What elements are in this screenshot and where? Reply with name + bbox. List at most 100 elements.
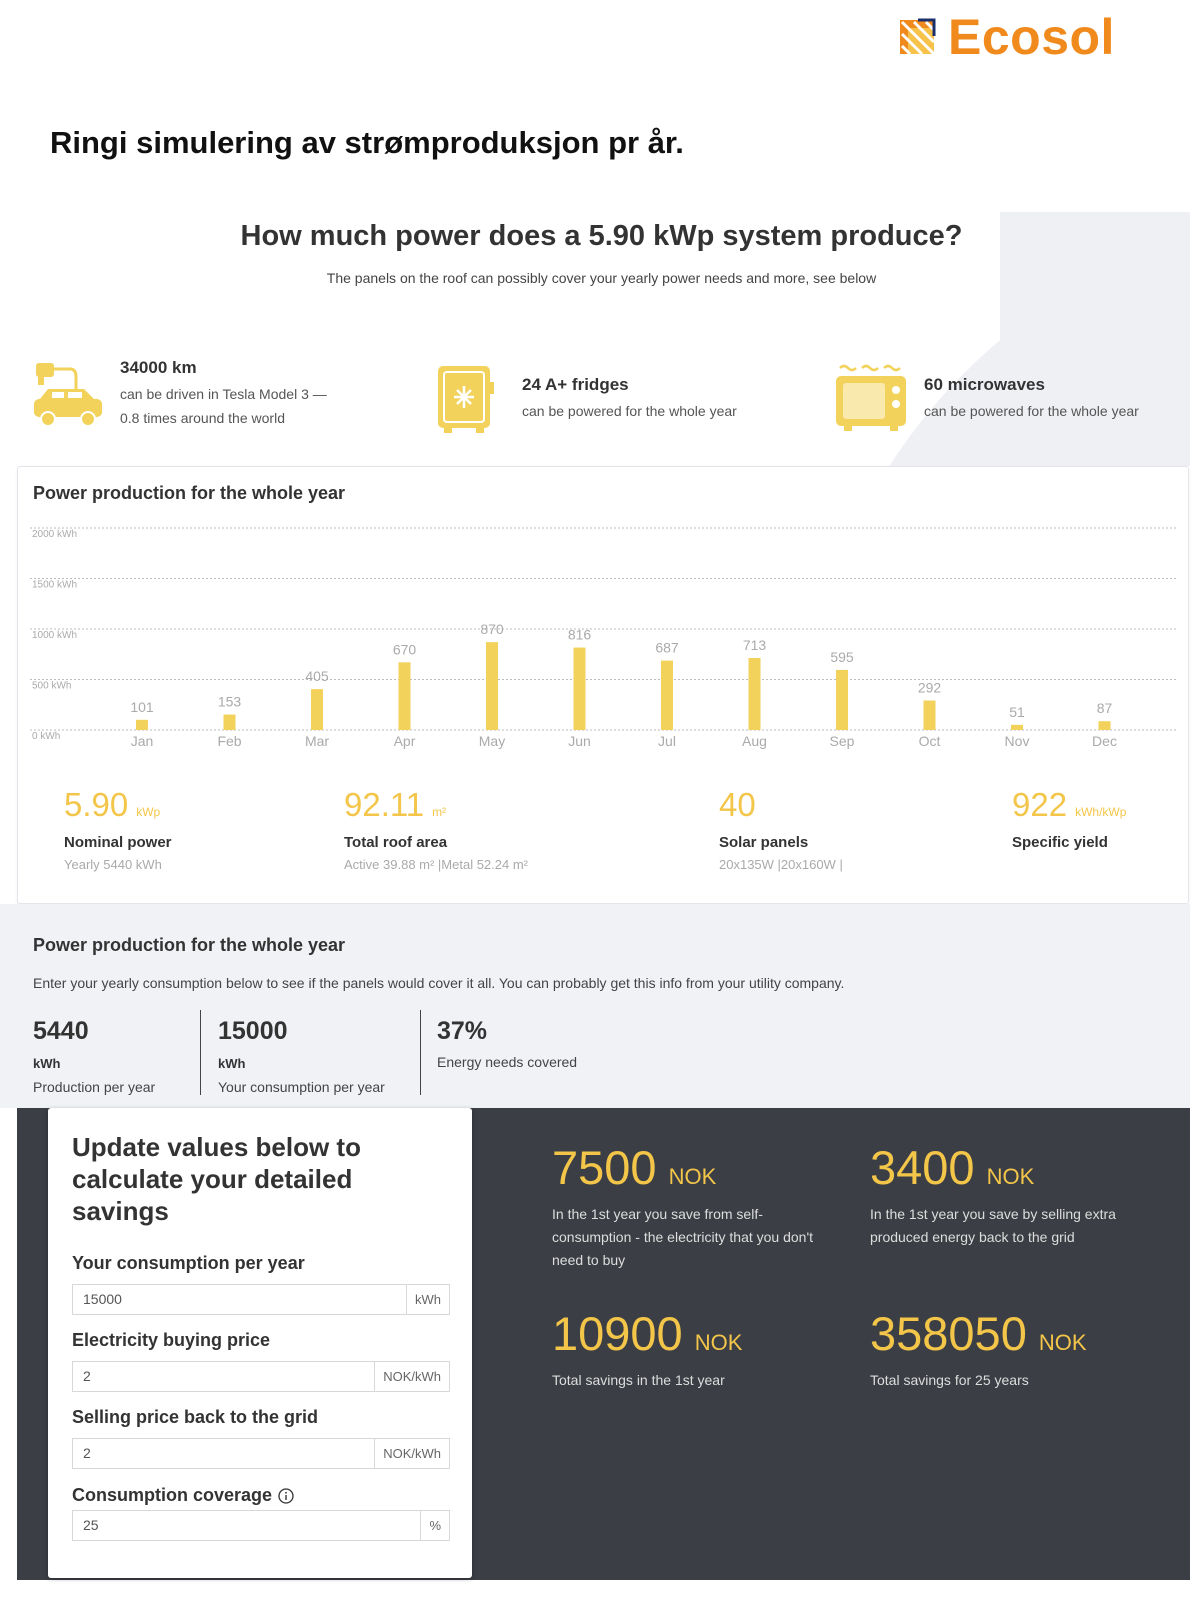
- bar: [1011, 724, 1023, 730]
- form-heading: Update values below to calculate your de…: [72, 1132, 361, 1226]
- field-group-consumption: Your consumption per year 15000 kWh: [72, 1253, 450, 1315]
- data-label: 87: [1097, 700, 1113, 716]
- data-label: 51: [1009, 704, 1025, 720]
- data-label: 595: [830, 649, 854, 665]
- x-tick-label: Sep: [830, 733, 855, 749]
- kpi-value: 40: [719, 786, 756, 823]
- bar: [836, 669, 848, 730]
- ecosol-logo-icon: [900, 18, 936, 56]
- stat-production: 5440 kWh Production per year: [33, 1017, 155, 1095]
- x-tick-label: Nov: [1005, 733, 1030, 749]
- kpi-label: Nominal power: [64, 834, 172, 851]
- kpi-unit: kWh/kWp: [1075, 805, 1127, 819]
- kpi-specific-yield: 922 kWh/kWp Specific yield: [1012, 786, 1126, 851]
- x-tick-label: Apr: [394, 733, 416, 749]
- consumption-panel: [0, 904, 1190, 1108]
- stat-value: 5440: [33, 1017, 89, 1045]
- data-label: 292: [918, 680, 942, 696]
- production-bar-chart: 2000 kWh 1500 kWh 1000 kWh 500 kWh 0 kWh 101 J…: [30, 527, 1178, 749]
- kpi-label: Total roof area: [344, 834, 448, 851]
- kpi-roof-area: 92.11 m² Total roof area Active 39.88 m² …: [344, 786, 528, 872]
- brand-name: Ecosol: [948, 9, 1115, 65]
- saving-grid-sales: 3400 NOK In the 1st year you save by sell…: [870, 1140, 1170, 1249]
- ecosol-logo: Ecosol: [898, 12, 1138, 62]
- bar: [311, 689, 323, 730]
- selling-price-input-value[interactable]: 2: [83, 1445, 91, 1461]
- fact-description: can be powered for the whole year: [924, 403, 1139, 419]
- kpi-value: 922: [1012, 786, 1068, 823]
- data-label: 816: [568, 627, 592, 643]
- data-label: 713: [743, 637, 767, 653]
- fact-fridges: 24 A+ fridges can be powered for the who…: [432, 362, 737, 436]
- x-tick-label: Mar: [305, 733, 329, 749]
- bar: [661, 660, 673, 730]
- field-label-row: Consumption coverage: [72, 1485, 450, 1506]
- kpi-sub: Active 39.88 m² |Metal 52.24 m²: [344, 857, 529, 872]
- x-tick-label: Jul: [658, 733, 676, 749]
- saving-unit: NOK: [1038, 1330, 1087, 1355]
- production-card: [17, 466, 1189, 904]
- microwave-icon: [836, 364, 906, 431]
- divider: [200, 1010, 201, 1095]
- field-label: Your consumption per year: [72, 1253, 305, 1273]
- kpi-sub: 20x135W |20x160W |: [719, 857, 843, 872]
- field-label: Selling price back to the grid: [72, 1407, 319, 1427]
- field-unit: kWh: [406, 1285, 449, 1314]
- fact-title: 60 microwaves: [924, 375, 1045, 394]
- divider: [420, 1010, 421, 1095]
- y-tick-label: 1500 kWh: [32, 580, 77, 591]
- field-unit: %: [420, 1511, 449, 1540]
- consumption-title: Power production for the whole year: [33, 935, 346, 955]
- hero-title: How much power does a 5.90 kWp system pr…: [240, 220, 963, 252]
- stat-label: Energy needs covered: [437, 1054, 578, 1070]
- y-tick-label: 500 kWh: [32, 681, 71, 692]
- saving-value: 10900: [552, 1307, 683, 1360]
- field-label: Electricity buying price: [72, 1330, 271, 1350]
- fact-microwaves: 60 microwaves can be powered for the who…: [834, 362, 1139, 436]
- x-tick-label: Feb: [217, 733, 241, 749]
- field-label: Consumption coverage: [72, 1485, 273, 1505]
- stat-value: 37%: [437, 1017, 488, 1045]
- y-tick-label: 0 kWh: [32, 731, 60, 742]
- bar: [398, 662, 411, 730]
- stat-consumption: 15000 kWh Your consumption per year: [218, 1017, 385, 1095]
- bar: [223, 714, 236, 730]
- kpi-label: Solar panels: [719, 834, 809, 851]
- kpi-solar-panels: 40 Solar panels 20x135W |20x160W |: [719, 786, 843, 872]
- saving-self-consumption: 7500 NOK In the 1st year you save from se…: [552, 1140, 822, 1272]
- x-tick-label: Dec: [1092, 733, 1117, 749]
- stat-unit: kWh: [218, 1056, 246, 1071]
- fact-description: can be driven in Tesla Model 3 —: [120, 386, 327, 402]
- kpi-unit: m²: [432, 805, 447, 819]
- data-label: 405: [305, 668, 329, 684]
- kpi-value: 5.90: [64, 786, 129, 823]
- field-unit: NOK/kWh: [374, 1362, 449, 1391]
- buying-price-input-value[interactable]: 2: [83, 1368, 91, 1384]
- saving-unit: NOK: [986, 1164, 1035, 1189]
- saving-25-years: 358050 NOK Total savings for 25 years: [870, 1306, 1140, 1392]
- coverage-input-value[interactable]: 25: [83, 1517, 99, 1533]
- field-unit: NOK/kWh: [374, 1439, 449, 1468]
- consumption-input[interactable]: 15000 kWh: [72, 1284, 450, 1315]
- buying-price-input[interactable]: 2 NOK/kWh: [72, 1361, 450, 1392]
- data-label: 687: [655, 640, 679, 656]
- car-charger-icon: [34, 363, 102, 427]
- fact-title: 24 A+ fridges: [522, 375, 629, 394]
- consumption-description: Enter your yearly consumption below to s…: [33, 975, 845, 991]
- field-group-selling-price: Selling price back to the grid 2 NOK/kWh: [72, 1407, 450, 1469]
- bar: [1098, 721, 1111, 730]
- bar: [923, 700, 936, 730]
- coverage-input[interactable]: 25 %: [72, 1510, 450, 1541]
- info-icon[interactable]: [278, 1487, 294, 1504]
- bar: [748, 657, 761, 730]
- consumption-input-value[interactable]: 15000: [83, 1291, 122, 1307]
- stat-label: Your consumption per year: [218, 1079, 385, 1095]
- stat-label: Production per year: [33, 1079, 156, 1095]
- selling-price-input[interactable]: 2 NOK/kWh: [72, 1438, 450, 1469]
- document-title: Ringi simulering av strømproduksjon pr å…: [50, 125, 684, 160]
- x-tick-label: Oct: [919, 733, 941, 749]
- bar: [486, 642, 498, 730]
- data-label: 670: [393, 641, 417, 657]
- y-tick-label: 2000 kWh: [32, 529, 77, 540]
- saving-value: 358050: [870, 1307, 1027, 1360]
